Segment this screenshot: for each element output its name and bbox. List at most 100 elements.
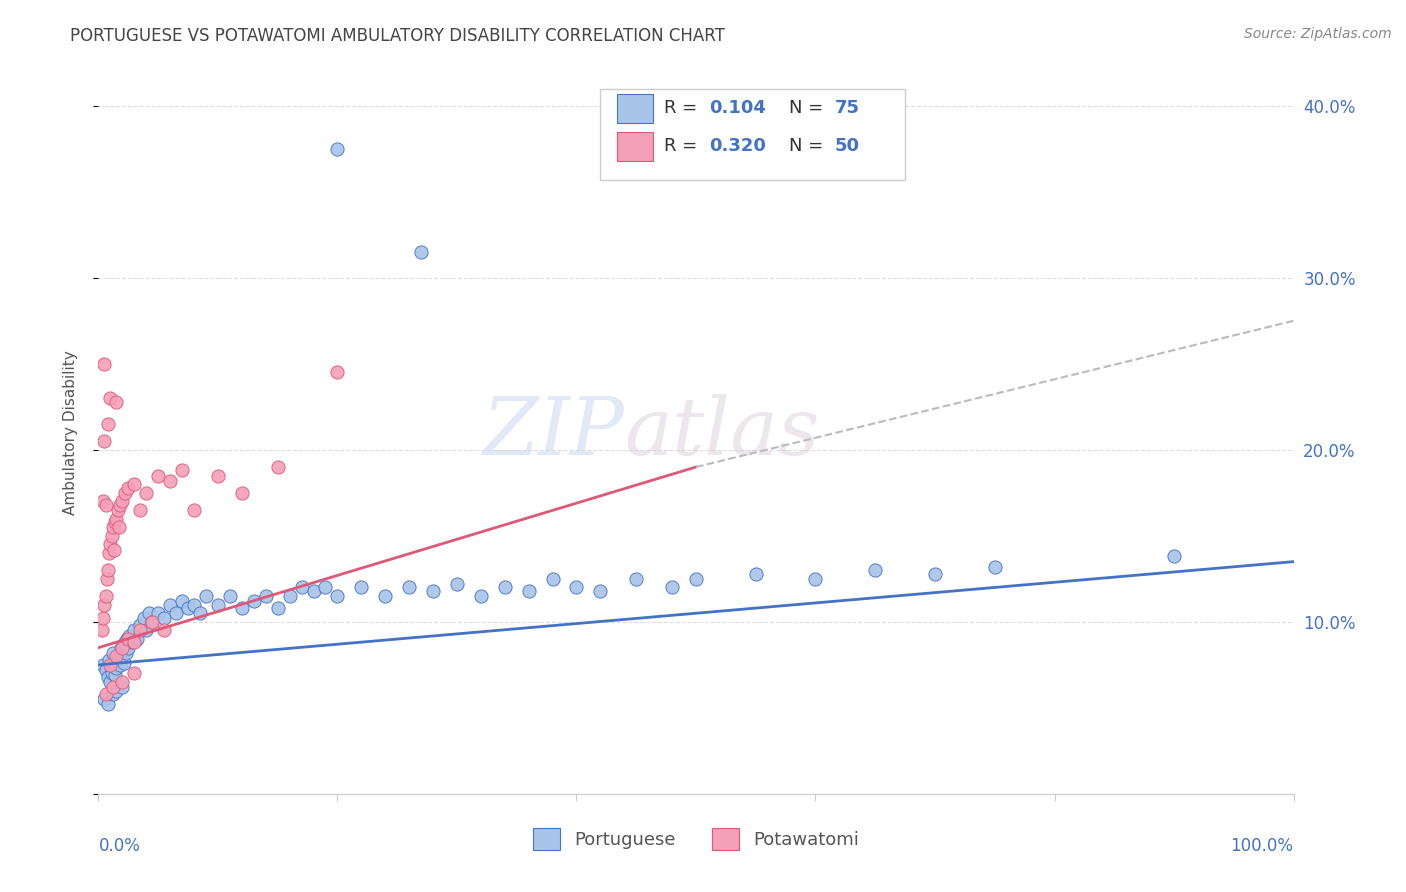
Text: Source: ZipAtlas.com: Source: ZipAtlas.com [1244,27,1392,41]
Point [97,698,120,712]
Point [195,589,218,603]
Point [188,607,211,621]
Point [183,598,205,612]
Point [105,683,128,698]
Point [243,594,266,608]
Point [108,498,131,512]
Point [97,563,120,577]
Point [153,611,176,625]
Point [470,589,492,603]
Point [326,589,349,603]
Point [661,581,683,595]
Point [117,632,139,646]
Text: 50: 50 [835,136,859,155]
Point [98,653,121,667]
Point [94,687,117,701]
Point [98,657,122,672]
Legend: Portuguese, Potawatomi: Portuguese, Potawatomi [526,821,866,857]
Point [159,598,181,612]
Point [685,572,707,586]
Point [350,581,373,595]
Text: 75: 75 [835,99,859,117]
Point [91,657,114,672]
Point [745,566,768,581]
Point [101,687,124,701]
Point [111,640,134,655]
Point [107,503,129,517]
Point [101,520,124,534]
Point [103,542,125,557]
Point [124,477,146,491]
Point [517,583,540,598]
Point [98,546,121,560]
Text: 0.104: 0.104 [709,99,766,117]
Point [398,581,420,595]
Point [114,485,136,500]
Point [121,635,143,649]
Text: PORTUGUESE VS POTAWATOMI AMBULATORY DISABILITY CORRELATION CHART: PORTUGUESE VS POTAWATOMI AMBULATORY DISA… [70,27,725,45]
Point [124,635,146,649]
Text: 100.0%: 100.0% [1230,838,1294,855]
Point [231,601,253,615]
Point [326,366,349,380]
Point [315,581,337,595]
Point [117,640,139,655]
Point [153,624,176,638]
Point [159,474,181,488]
Point [118,629,141,643]
Point [124,624,146,638]
FancyBboxPatch shape [600,89,905,180]
Point [101,680,124,694]
Point [132,611,155,625]
Text: N =: N = [789,99,830,117]
Point [105,511,128,525]
Point [111,494,134,508]
Point [138,607,160,621]
Point [129,503,152,517]
Point [804,572,827,586]
Point [107,653,129,667]
Point [135,624,157,638]
Point [111,680,134,694]
Point [626,572,648,586]
Point [93,357,115,371]
Text: atlas: atlas [624,394,820,471]
Point [231,485,253,500]
Point [105,394,128,409]
Point [422,583,444,598]
Point [110,640,132,655]
Point [207,598,229,612]
Text: N =: N = [789,136,830,155]
Point [98,391,122,405]
Point [107,649,129,664]
Point [96,572,118,586]
Point [97,670,120,684]
FancyBboxPatch shape [617,94,652,123]
Point [97,417,120,431]
Point [104,515,127,529]
Point [865,563,887,577]
Point [207,468,229,483]
Point [114,635,136,649]
Point [148,468,170,483]
Point [124,666,146,681]
Point [183,503,205,517]
Point [100,529,122,543]
Point [94,498,117,512]
Point [98,675,122,690]
Point [177,601,200,615]
Point [91,611,114,625]
Point [411,244,433,259]
Point [565,581,588,595]
Text: 0.320: 0.320 [709,136,766,155]
Point [141,615,163,629]
Point [115,632,138,646]
Point [107,520,129,534]
Point [98,537,122,551]
Point [541,572,564,586]
FancyBboxPatch shape [617,132,652,161]
Point [494,581,516,595]
Point [101,646,124,660]
Text: 0.0%: 0.0% [98,838,141,855]
Point [302,583,325,598]
